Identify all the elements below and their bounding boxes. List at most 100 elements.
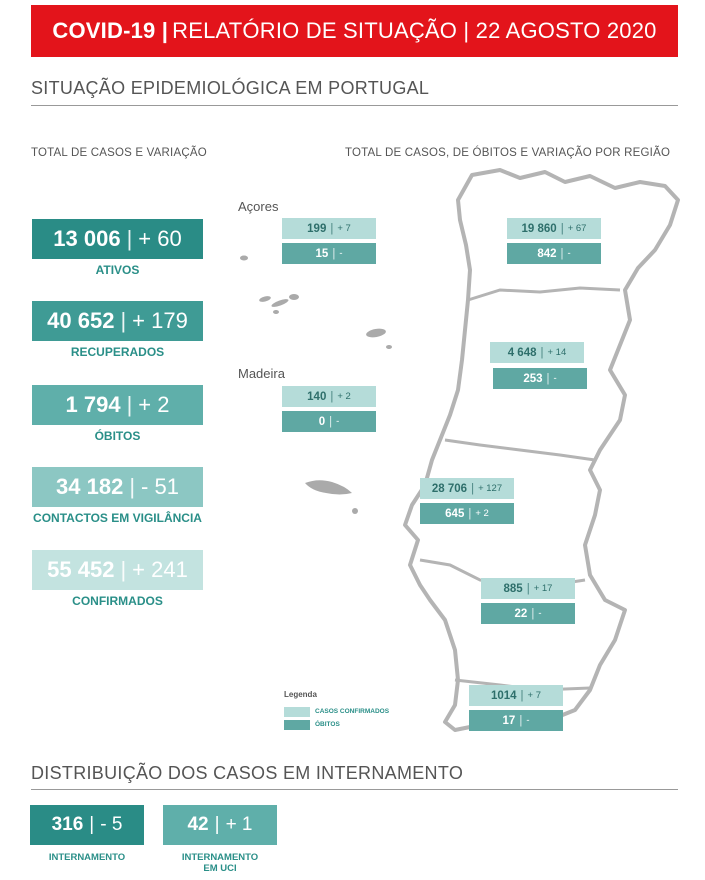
- legend-label-deaths: ÓBITOS: [315, 721, 340, 728]
- region-norte-deaths: 842 | -: [507, 243, 601, 264]
- region-alentejo-deaths: 22 | -: [481, 603, 575, 624]
- cases-change: + 127: [478, 483, 503, 494]
- legend-title: Legenda: [284, 690, 317, 699]
- stat-label-contacts: CONTACTOS EM VIGILÂNCIA: [33, 511, 202, 525]
- azores-label: Açores: [238, 199, 279, 214]
- region-acores-deaths: 15 | -: [282, 243, 376, 264]
- stat-value: 13 006: [53, 226, 121, 251]
- hospital-label-line1: INTERNAMENTO: [48, 852, 126, 863]
- stat-change: + 241: [132, 557, 188, 582]
- region-madeira-cases: 140 | + 2: [282, 386, 376, 407]
- stat-label-active: ATIVOS: [95, 263, 140, 277]
- azores-islands: [240, 255, 392, 349]
- stat-label-confirmed: CONFIRMADOS: [72, 594, 163, 608]
- stat-change: + 2: [138, 392, 170, 417]
- stat-change: + 179: [132, 308, 188, 333]
- hospital-separator: |: [214, 814, 220, 835]
- region-centro-cases: 4 648 | + 14: [490, 342, 584, 363]
- section-divider: [31, 105, 678, 106]
- hospital-internamento: 316 | - 5: [30, 805, 144, 845]
- region-madeira-deaths: 0 | -: [282, 411, 376, 432]
- region-lvt-deaths: 645 | + 2: [420, 503, 514, 524]
- legend-item-deaths: ÓBITOS: [284, 719, 340, 730]
- stat-value: 55 452: [47, 557, 115, 582]
- hospital-label-line2: EM UCI: [203, 863, 237, 874]
- deaths-change: -: [538, 608, 542, 619]
- stat-change: + 60: [138, 226, 182, 251]
- deaths-change: + 2: [475, 508, 489, 519]
- section-title-hospital: DISTRIBUIÇÃO DOS CASOS EM INTERNAMENTO: [31, 763, 464, 783]
- cases-change: + 7: [337, 223, 351, 234]
- right-subhead: TOTAL DE CASOS, DE ÓBITOS E VARIAÇÃO POR…: [345, 147, 671, 159]
- hospital-change: - 5: [100, 814, 123, 835]
- mainland-outline: [403, 168, 680, 732]
- cases-value: 1014: [490, 689, 517, 702]
- deaths-change: -: [526, 715, 530, 726]
- cases-value: 28 706: [431, 482, 468, 495]
- region-lvt-cases: 28 706 | + 127: [420, 478, 514, 499]
- region-algarve-deaths: 17 | -: [469, 710, 563, 731]
- region-algarve-cases: 1014 | + 7: [469, 685, 563, 706]
- legend-label-cases: CASOS CONFIRMADOS: [315, 708, 390, 715]
- cases-value: 140: [307, 390, 327, 403]
- stat-label-deaths: ÓBITOS: [94, 429, 141, 443]
- report-header: COVID-19 | RELATÓRIO DE SITUAÇÃO | 22 AG…: [31, 5, 678, 57]
- region-centro-deaths: 253 | -: [493, 368, 587, 389]
- cases-change: + 2: [337, 391, 351, 402]
- deaths-change: -: [339, 248, 343, 259]
- deaths-value: 842: [537, 247, 557, 260]
- legend-swatch-cases: [284, 706, 310, 717]
- hospital-separator: |: [89, 814, 95, 835]
- stat-value: 40 652: [47, 308, 115, 333]
- section-title-epidemiology: SITUAÇÃO EPIDEMIOLÓGICA EM PORTUGAL: [31, 78, 430, 98]
- cases-change: + 67: [567, 223, 587, 234]
- cases-value: 19 860: [521, 222, 557, 235]
- madeira-label: Madeira: [238, 366, 285, 381]
- stat-active: 13 006 | + 60: [32, 219, 203, 259]
- deaths-value: 645: [445, 507, 465, 520]
- cases-value: 885: [503, 582, 523, 595]
- deaths-change: -: [336, 416, 340, 427]
- stat-value: 1 794: [65, 392, 121, 417]
- region-norte-cases: 19 860 | + 67: [507, 218, 601, 239]
- header-subtitle: RELATÓRIO DE SITUAÇÃO | 22 AGOSTO 2020: [172, 18, 657, 43]
- region-acores-cases: 199 | + 7: [282, 218, 376, 239]
- section-divider: [31, 789, 678, 790]
- hospital-label-internamento: INTERNAMENTO: [30, 852, 144, 863]
- legend-item-cases: CASOS CONFIRMADOS: [284, 706, 389, 717]
- madeira-islands: [305, 480, 358, 514]
- stat-separator: |: [129, 474, 136, 499]
- deaths-value: 0: [318, 415, 326, 428]
- stat-separator: |: [126, 226, 133, 251]
- stat-value: 34 182: [56, 474, 124, 499]
- hospital-value: 42: [187, 814, 209, 835]
- header-brand: COVID-19 |: [52, 18, 169, 43]
- stat-separator: |: [120, 557, 127, 582]
- region-alentejo-cases: 885 | + 17: [481, 578, 575, 599]
- hospital-value: 316: [51, 814, 84, 835]
- hospital-label-uci: INTERNAMENTO EM UCI: [163, 852, 277, 874]
- stat-label-recovered: RECUPERADOS: [70, 345, 165, 359]
- stat-contacts: 34 182 | - 51: [32, 467, 203, 507]
- cases-change: + 7: [527, 690, 542, 701]
- stat-separator: |: [126, 392, 133, 417]
- cases-change: + 17: [533, 583, 553, 594]
- hospital-label-line1: INTERNAMENTO: [181, 852, 259, 863]
- cases-change: + 14: [547, 347, 567, 358]
- stat-separator: |: [120, 308, 127, 333]
- stat-confirmed: 55 452 | + 241: [32, 550, 203, 590]
- deaths-value: 15: [315, 247, 329, 260]
- stat-change: - 51: [141, 474, 179, 499]
- deaths-value: 17: [502, 714, 516, 727]
- deaths-value: 253: [523, 372, 543, 385]
- deaths-change: -: [553, 373, 557, 384]
- hospital-change: + 1: [225, 814, 253, 835]
- cases-value: 199: [307, 222, 327, 235]
- cases-value: 4 648: [507, 346, 537, 359]
- deaths-change: -: [567, 248, 571, 259]
- legend-swatch-deaths: [284, 719, 310, 730]
- left-subhead: TOTAL DE CASOS E VARIAÇÃO: [31, 147, 207, 159]
- stat-recovered: 40 652 | + 179: [32, 301, 203, 341]
- deaths-value: 22: [514, 607, 528, 620]
